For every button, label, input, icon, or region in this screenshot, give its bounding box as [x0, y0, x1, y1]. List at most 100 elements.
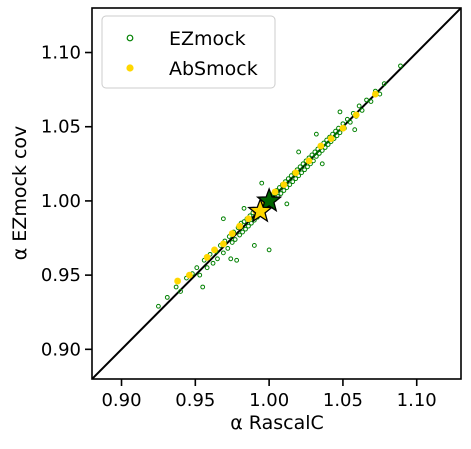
ezmock-point — [297, 164, 303, 170]
ezmock-point — [237, 232, 243, 238]
absmock-point — [211, 246, 218, 254]
ezmock-point — [277, 185, 282, 190]
absmock-point — [292, 169, 300, 177]
ezmock-point — [249, 220, 254, 226]
ezmock-point — [246, 223, 251, 229]
ezmock-point — [229, 240, 235, 245]
ezmock-point — [300, 161, 306, 167]
ezmock-point — [278, 191, 284, 196]
ezmock-point — [381, 81, 387, 87]
legend-box — [101, 15, 276, 89]
legend-marker-absmock — [126, 64, 134, 72]
ezmock-point — [220, 250, 226, 256]
ezmock-point — [316, 151, 322, 156]
absmock-point — [186, 271, 193, 279]
ezmock-point — [281, 188, 287, 193]
ezmock-point — [241, 219, 247, 225]
ezmock-point — [178, 289, 183, 294]
absmock-mean-star — [247, 197, 274, 223]
x-axis-label: α RascalC — [230, 412, 324, 434]
absmock-point — [245, 215, 252, 223]
legend-label-ezmock: EZmock — [169, 28, 246, 50]
ezmock-point — [364, 97, 369, 103]
x-tick-label: 1.05 — [323, 390, 363, 411]
absmock-point — [219, 240, 227, 248]
ezmock-point — [259, 180, 265, 186]
absmock-point — [317, 142, 325, 150]
ezmock-point — [225, 246, 231, 251]
ezmock-point — [156, 303, 161, 309]
ezmock-point — [234, 257, 240, 263]
ezmock-point — [240, 229, 245, 235]
ezmock-point — [344, 116, 350, 122]
ezmock-point — [337, 109, 343, 115]
ezmock-point — [243, 226, 248, 232]
x-axis-ticks: 0.90 0.95 1.00 1.05 1.10 — [101, 379, 437, 411]
absmock-point — [271, 188, 279, 196]
ezmock-point — [173, 284, 179, 290]
ezmock-point — [266, 247, 272, 253]
y-axis-ticks: 0.90 0.95 1.00 1.05 1.10 — [41, 43, 92, 360]
ezmock-point — [290, 179, 296, 185]
ezmock-point — [284, 201, 290, 207]
legend-marker-ezmock — [126, 34, 134, 42]
ezmock-point — [296, 149, 302, 155]
y-axis-label: α EZmock cov — [9, 126, 31, 261]
ezmock-point — [194, 265, 200, 271]
x-tick-label: 0.95 — [175, 390, 215, 411]
absmock-point — [305, 157, 313, 165]
ezmock-point — [305, 164, 310, 170]
ezmock-point — [312, 149, 318, 155]
x-tick-label: 1.10 — [397, 390, 437, 411]
ezmock-point — [288, 173, 294, 179]
absmock-point — [228, 230, 236, 237]
plot-frame — [91, 7, 462, 380]
absmock-point — [280, 181, 288, 188]
ezmock-point — [164, 294, 170, 300]
ezmock-point — [356, 103, 362, 109]
x-tick-label: 0.90 — [101, 390, 141, 411]
ezmock-point — [215, 256, 220, 262]
ezmock-point — [232, 237, 238, 242]
absmock-point — [352, 111, 360, 119]
ezmock-point — [313, 154, 319, 159]
absmock-point — [203, 253, 211, 261]
y-tick-label: 1.00 — [41, 191, 81, 212]
ezmock-point — [285, 176, 291, 182]
ezmock-mean-star — [255, 187, 283, 213]
ezmock-point — [337, 130, 343, 136]
ezmock-point — [334, 133, 340, 139]
legend-label-absmock: AbSmock — [169, 58, 258, 80]
ezmock-point — [204, 265, 210, 271]
ezmock-point — [299, 170, 304, 176]
ezmock-point — [325, 142, 331, 147]
ezmock-point — [347, 119, 353, 125]
ezmock-point — [251, 243, 257, 248]
mean-markers — [247, 187, 283, 223]
x-tick-label: 1.00 — [249, 390, 289, 411]
ezmock-point — [313, 131, 319, 137]
ezmock-point — [197, 272, 203, 278]
ezmock-point — [359, 107, 365, 113]
ezmock-point — [333, 128, 338, 134]
ezmock-point — [368, 99, 374, 104]
ezmock-point — [210, 260, 216, 266]
y-tick-label: 1.05 — [41, 117, 81, 138]
plot-area — [92, 8, 461, 379]
absmock-point — [327, 135, 335, 142]
absmock-point — [371, 90, 379, 98]
ezmock-point — [220, 216, 226, 222]
ezmock-point — [287, 182, 293, 187]
ezmock-point — [241, 205, 247, 211]
y-tick-label: 1.10 — [41, 43, 81, 64]
ezmock-point — [319, 161, 325, 167]
ezmock-point — [228, 256, 234, 262]
y-tick-label: 0.95 — [41, 265, 81, 286]
ezmock-point — [302, 167, 307, 173]
absmock-point — [339, 124, 347, 132]
ezmock-point — [309, 152, 315, 158]
ezmock-point — [352, 127, 358, 133]
ezmock-point — [398, 63, 403, 69]
